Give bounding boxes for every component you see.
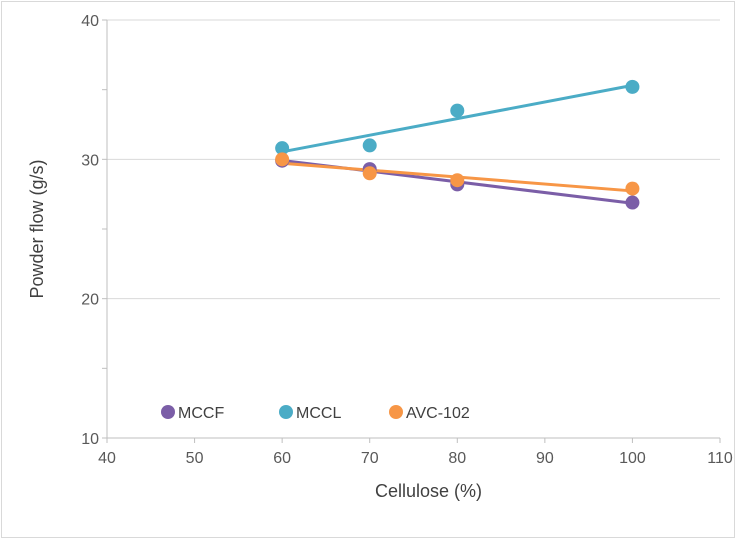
y-tick-label-40: 40 [81,13,99,30]
gridlines [107,19,720,300]
x-tick-label-90: 90 [536,450,554,467]
point-mccl-100 [625,79,640,94]
axes [102,19,721,443]
tick-labels: 10 20 30 40 40 50 60 70 80 90 100 110 [81,13,733,467]
point-avc-102-60 [275,152,290,167]
x-tick-label-100: 100 [619,450,646,467]
x-tick-label-70: 70 [361,450,379,467]
point-avc-102-70 [362,166,377,181]
legend-label-mccf: MCCF [178,405,224,422]
legend-label-mccl: MCCL [296,405,341,422]
point-mccl-70 [362,138,377,153]
x-axis-title: Cellulose (%) [375,481,482,501]
legend-label-avc-102: AVC-102 [406,405,470,422]
point-avc-102-80 [450,173,465,188]
x-tick-label-110: 110 [707,450,733,467]
x-tick-label-60: 60 [273,450,291,467]
y-tick-label-20: 20 [81,292,99,309]
point-avc-102-100 [625,181,640,196]
point-mccl-80 [450,103,465,118]
x-tick-label-80: 80 [448,450,466,467]
point-mccf-100 [625,195,640,210]
y-tick-label-30: 30 [81,152,99,169]
point-mccl-60 [275,141,290,156]
legend: MCCF MCCL AVC-102 [161,405,470,422]
data-points [275,79,640,210]
trendline-mccl [281,83,633,154]
legend-marker-mccl [279,405,293,419]
legend-marker-mccf [161,405,175,419]
x-tick-label-40: 40 [98,450,116,467]
legend-marker-avc-102 [389,405,403,419]
y-axis-title: Powder flow (g/s) [27,159,47,298]
x-tick-label-50: 50 [186,450,204,467]
y-tick-label-10: 10 [81,431,99,448]
